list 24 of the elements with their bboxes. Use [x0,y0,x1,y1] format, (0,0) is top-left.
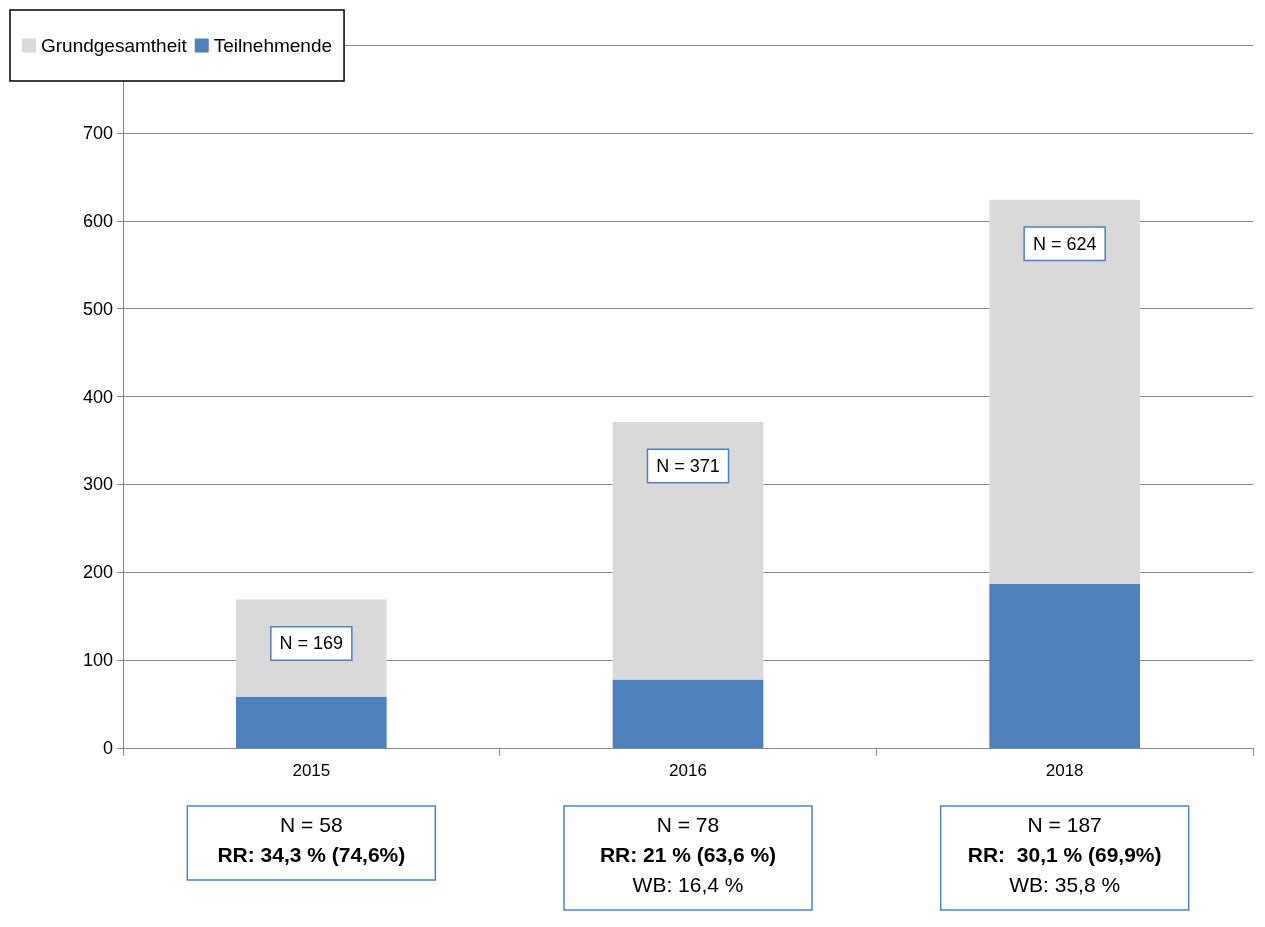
bar [989,199,1140,584]
y-tick-label: 0 [102,738,113,758]
legend-label: Teilnehmende [213,35,333,56]
y-tick-label: 700 [82,122,113,143]
text: N = 78 RR: 21 % (63,6 %) WB: 16,4 % [599,813,777,896]
bar [612,679,764,748]
bar [236,697,387,748]
y-tick-label: 500 [82,298,113,319]
y-tick-label: 400 [82,386,113,407]
y-tick-label: 200 [82,562,113,583]
text: N = 187 RR: 30,1 % (69,9%) WB: 35,8 % [967,813,1162,896]
total-label: N = 371 [656,455,720,476]
x-tick-label: 2016 [669,761,707,780]
total-label: N = 169 [279,633,344,654]
total-label: N = 624 [1032,233,1097,254]
text: N = 58 RR: 34,3 % (74,6%) [217,813,406,866]
y-tick-label: 300 [82,474,113,495]
bar [612,421,764,680]
legend-label: Grundgesamtheit [41,35,188,56]
bar [989,583,1140,748]
y-tick-label: 600 [82,210,113,231]
y-tick-label: 100 [82,650,113,671]
x-tick-label: 2015 [292,761,331,780]
x-tick-label: 2018 [1045,761,1084,780]
